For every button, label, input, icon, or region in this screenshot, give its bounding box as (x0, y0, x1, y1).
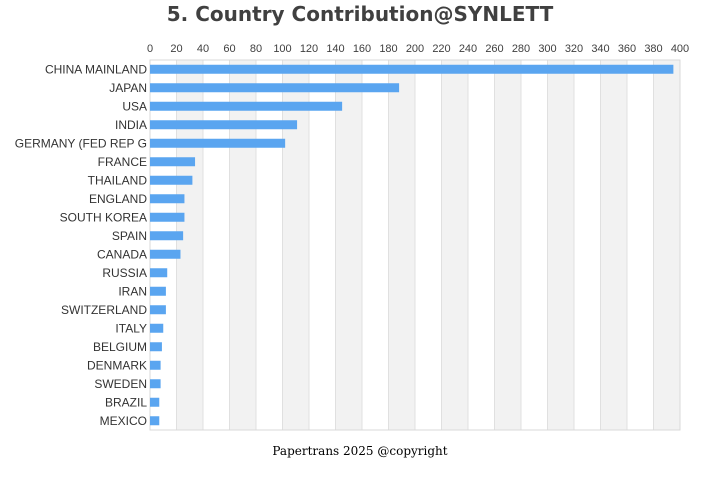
category-label: SOUTH KOREA (60, 210, 147, 224)
bar (150, 286, 166, 296)
grid-band (229, 60, 256, 430)
bar (150, 120, 298, 130)
bar (150, 268, 168, 278)
grid-band (335, 60, 362, 430)
x-tick-label: 220 (432, 43, 450, 55)
bar (150, 360, 161, 370)
bar (150, 379, 161, 389)
bar (150, 249, 181, 259)
category-label: INDIA (115, 118, 147, 132)
x-tick-label: 40 (197, 43, 209, 55)
x-tick-label: 160 (353, 43, 371, 55)
category-label: SPAIN (112, 229, 147, 243)
grid-band (388, 60, 415, 430)
bar (150, 83, 400, 93)
grid-band (176, 60, 203, 430)
x-tick-label: 200 (406, 43, 424, 55)
grid-band (282, 60, 309, 430)
x-tick-label: 400 (671, 43, 689, 55)
x-tick-label: 20 (170, 43, 182, 55)
category-label: BELGIUM (93, 340, 147, 354)
category-label: DENMARK (87, 358, 147, 372)
bar (150, 305, 166, 315)
category-label: ENGLAND (89, 192, 147, 206)
bar (150, 212, 185, 222)
plot-border (149, 59, 681, 431)
y-axis-categories: CHINA MAINLAND JAPAN USA INDIA GERMANY (FED … (15, 62, 148, 428)
bar (150, 416, 160, 426)
grid-band (494, 60, 521, 430)
x-tick-label: 300 (538, 43, 556, 55)
x-tick-label: 0 (147, 43, 153, 55)
grid-lines (149, 59, 681, 431)
category-label: SWEDEN (94, 377, 147, 391)
copyright-footer: Papertrans 2025 @copyright (272, 444, 448, 458)
x-tick-label: 80 (250, 43, 262, 55)
bar (150, 397, 160, 407)
x-tick-label: 60 (223, 43, 235, 55)
bar (150, 157, 196, 167)
grid-band (441, 60, 468, 430)
bar (150, 323, 164, 333)
x-tick-label: 280 (512, 43, 530, 55)
category-label: CHINA MAINLAND (45, 62, 147, 76)
category-label: BRAZIL (105, 395, 147, 409)
bar (150, 138, 286, 148)
x-tick-label: 260 (485, 43, 503, 55)
x-tick-label: 100 (273, 43, 291, 55)
x-tick-label: 180 (379, 43, 397, 55)
bar (150, 342, 162, 352)
bar (150, 64, 674, 74)
bar (150, 194, 185, 204)
grid-band (547, 60, 574, 430)
x-tick-label: 360 (618, 43, 636, 55)
x-tick-label: 120 (300, 43, 318, 55)
category-label: JAPAN (109, 81, 147, 95)
bar (150, 175, 193, 185)
category-label: GERMANY (FED REP G (15, 136, 147, 150)
x-tick-label: 320 (565, 43, 583, 55)
grid-bands (176, 60, 680, 430)
category-label: IRAN (118, 284, 147, 298)
chart-title: 5. Country Contribution@SYNLETT (166, 2, 554, 26)
grid-band (653, 60, 680, 430)
category-label: CANADA (97, 247, 147, 261)
category-label: USA (122, 99, 147, 113)
x-axis-ticks: 0 20 40 60 80 100 120 140 160 180 200 220 240 260 280 3… (147, 43, 689, 55)
bar (150, 231, 184, 241)
grid-band (600, 60, 627, 430)
x-tick-label: 380 (644, 43, 662, 55)
x-tick-label: 140 (326, 43, 344, 55)
category-label: SWITZERLAND (61, 303, 147, 317)
x-tick-label: 340 (591, 43, 609, 55)
category-label: THAILAND (88, 173, 148, 187)
category-label: RUSSIA (102, 266, 147, 280)
bar (150, 101, 343, 111)
category-label: FRANCE (98, 155, 147, 169)
x-tick-label: 240 (459, 43, 477, 55)
bars (150, 64, 674, 426)
category-label: ITALY (115, 321, 147, 335)
category-label: MEXICO (100, 414, 147, 428)
